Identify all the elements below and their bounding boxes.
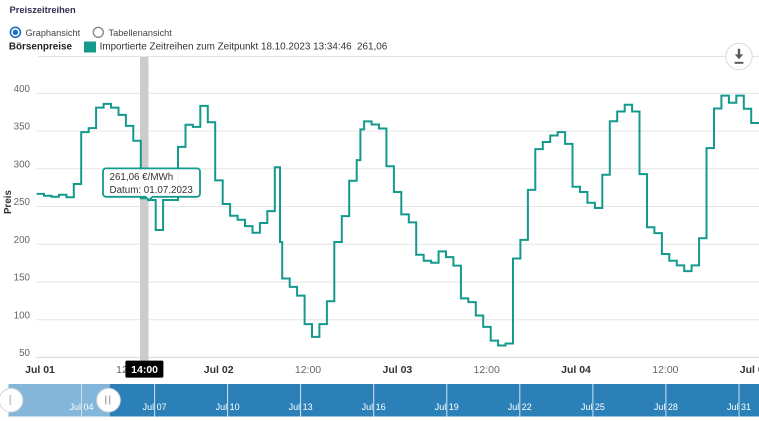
svg-text:Jul 04: Jul 04 bbox=[561, 364, 591, 376]
svg-text:Tabellenansicht: Tabellenansicht bbox=[109, 28, 173, 38]
svg-text:Jul 16: Jul 16 bbox=[362, 402, 386, 412]
svg-text:Preis: Preis bbox=[3, 189, 14, 214]
svg-text:Jul 19: Jul 19 bbox=[435, 402, 459, 412]
svg-text:12:00: 12:00 bbox=[652, 364, 678, 376]
svg-text:Börsenpreise: Börsenpreise bbox=[9, 42, 73, 53]
svg-text:Jul 05: Jul 05 bbox=[740, 364, 759, 376]
svg-text:Jul 02: Jul 02 bbox=[204, 364, 234, 376]
svg-text:Graphansicht: Graphansicht bbox=[26, 28, 81, 38]
svg-text:250: 250 bbox=[14, 197, 31, 208]
svg-text:Datum: 01.07.2023: Datum: 01.07.2023 bbox=[110, 185, 194, 196]
svg-text:Jul 31: Jul 31 bbox=[727, 402, 751, 412]
svg-text:150: 150 bbox=[14, 273, 31, 284]
svg-text:Importierte Zeitreihen zum Zei: Importierte Zeitreihen zum Zeitpunkt 18.… bbox=[100, 42, 388, 53]
svg-text:Jul 22: Jul 22 bbox=[508, 402, 532, 412]
svg-text:14:00: 14:00 bbox=[131, 364, 158, 376]
svg-text:Preiszeitreihen: Preiszeitreihen bbox=[10, 5, 76, 15]
svg-text:Jul 13: Jul 13 bbox=[289, 402, 313, 412]
svg-text:12:00: 12:00 bbox=[474, 364, 500, 376]
svg-text:Jul 07: Jul 07 bbox=[143, 402, 167, 412]
svg-text:400: 400 bbox=[14, 84, 31, 95]
svg-text:200: 200 bbox=[14, 235, 31, 246]
svg-text:Jul 01: Jul 01 bbox=[25, 364, 55, 376]
svg-text:Jul 10: Jul 10 bbox=[216, 402, 240, 412]
svg-text:Jul 03: Jul 03 bbox=[383, 364, 413, 376]
svg-text:Jul 25: Jul 25 bbox=[581, 402, 605, 412]
svg-text:50: 50 bbox=[19, 348, 30, 359]
svg-text:Jul 28: Jul 28 bbox=[654, 402, 678, 412]
svg-text:12:00: 12:00 bbox=[295, 364, 321, 376]
svg-text:261,06 €/MWh: 261,06 €/MWh bbox=[110, 172, 174, 183]
svg-text:100: 100 bbox=[14, 310, 31, 321]
svg-text:Jul 04: Jul 04 bbox=[69, 402, 93, 412]
svg-text:300: 300 bbox=[14, 159, 31, 170]
svg-text:350: 350 bbox=[14, 122, 31, 133]
